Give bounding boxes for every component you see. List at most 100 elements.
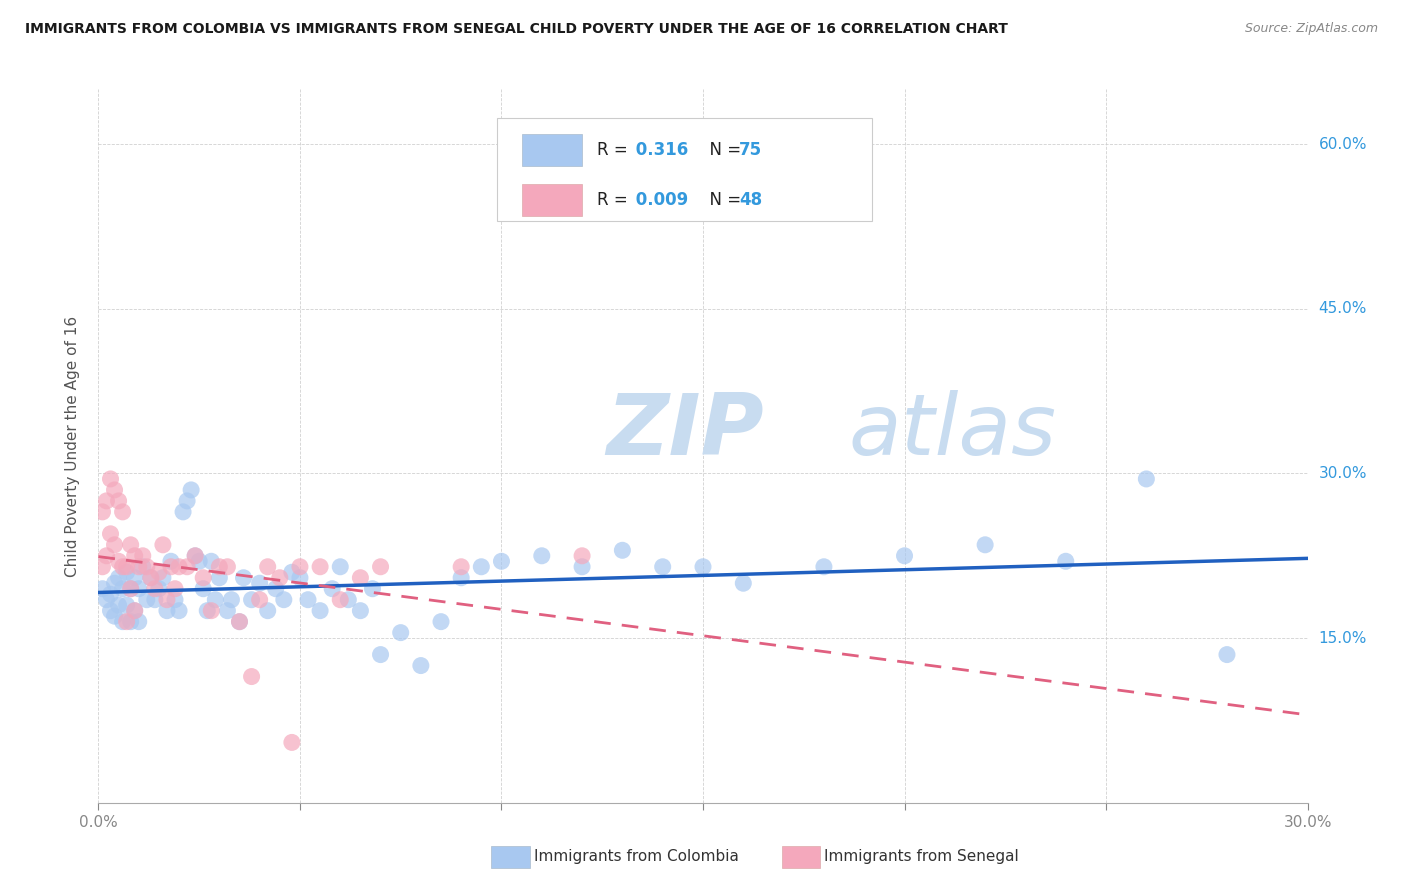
Point (228, 615, 250, 629)
Point (176, 494, 198, 508)
Point (349, 604, 371, 618)
Point (172, 505, 194, 519)
Point (273, 592, 295, 607)
Point (256, 604, 278, 618)
Point (193, 571, 215, 585)
Point (893, 549, 915, 563)
Point (156, 604, 179, 618)
Point (530, 549, 553, 563)
Point (111, 559, 134, 574)
Text: N =: N = (699, 191, 747, 209)
Point (361, 582, 384, 596)
Point (228, 615, 250, 629)
Point (193, 582, 215, 596)
Text: atlas: atlas (848, 390, 1056, 474)
Point (100, 526, 122, 541)
Point (152, 538, 174, 552)
Point (103, 483, 125, 497)
Point (100, 604, 122, 618)
Point (96, 592, 118, 607)
Point (152, 571, 174, 585)
Point (176, 559, 198, 574)
Point (128, 615, 150, 629)
Point (288, 559, 311, 574)
Text: 48: 48 (740, 191, 762, 209)
Point (107, 571, 129, 585)
Point (321, 582, 343, 596)
Point (281, 566, 304, 580)
Point (370, 559, 392, 574)
Point (91, 559, 114, 574)
Point (115, 615, 138, 629)
Point (329, 592, 352, 607)
Text: 0.009: 0.009 (630, 191, 689, 209)
Point (1054, 554, 1077, 568)
Point (240, 669, 263, 683)
Point (337, 592, 360, 607)
Point (107, 554, 129, 568)
Point (180, 483, 202, 497)
Point (612, 543, 634, 558)
Point (208, 559, 231, 574)
Text: 0.316: 0.316 (630, 141, 689, 159)
Point (184, 549, 207, 563)
Point (120, 538, 142, 552)
Point (167, 559, 190, 574)
Point (115, 598, 138, 612)
Text: R =: R = (596, 191, 633, 209)
Point (297, 592, 319, 607)
Point (184, 549, 207, 563)
Point (103, 576, 125, 591)
Point (139, 571, 162, 585)
Point (160, 559, 183, 574)
Point (470, 559, 492, 574)
FancyBboxPatch shape (782, 846, 820, 869)
Point (124, 604, 146, 618)
Point (124, 549, 146, 563)
Point (156, 592, 179, 607)
Point (491, 554, 513, 568)
Point (204, 592, 226, 607)
Point (217, 559, 239, 574)
Text: IMMIGRANTS FROM COLOMBIA VS IMMIGRANTS FROM SENEGAL CHILD POVERTY UNDER THE AGE : IMMIGRANTS FROM COLOMBIA VS IMMIGRANTS F… (25, 22, 1008, 37)
Point (96, 549, 118, 563)
Point (107, 598, 129, 612)
Point (232, 571, 254, 585)
FancyBboxPatch shape (522, 134, 582, 166)
Point (269, 571, 291, 585)
Point (103, 609, 125, 624)
Point (430, 615, 453, 629)
Point (450, 559, 472, 574)
Point (264, 582, 287, 596)
Point (256, 559, 278, 574)
Point (128, 559, 150, 574)
Point (135, 592, 157, 607)
Point (111, 582, 134, 596)
Point (450, 571, 472, 585)
Point (115, 559, 138, 574)
Point (329, 559, 352, 574)
Text: R =: R = (596, 141, 633, 159)
Point (139, 571, 162, 585)
Point (309, 559, 332, 574)
FancyBboxPatch shape (492, 846, 530, 869)
Point (96, 494, 118, 508)
FancyBboxPatch shape (522, 184, 582, 216)
Point (163, 592, 186, 607)
Point (1135, 472, 1157, 486)
Text: 75: 75 (740, 141, 762, 159)
Point (240, 592, 263, 607)
Point (132, 549, 155, 563)
Point (208, 571, 231, 585)
Point (217, 604, 239, 618)
Text: Source: ZipAtlas.com: Source: ZipAtlas.com (1244, 22, 1378, 36)
Point (111, 615, 134, 629)
Point (692, 559, 714, 574)
Point (124, 604, 146, 618)
Point (115, 566, 138, 580)
Y-axis label: Child Poverty Under the Age of 16: Child Poverty Under the Age of 16 (65, 316, 80, 576)
Point (389, 625, 412, 640)
Point (309, 604, 332, 618)
Point (349, 571, 371, 585)
Point (120, 582, 142, 596)
